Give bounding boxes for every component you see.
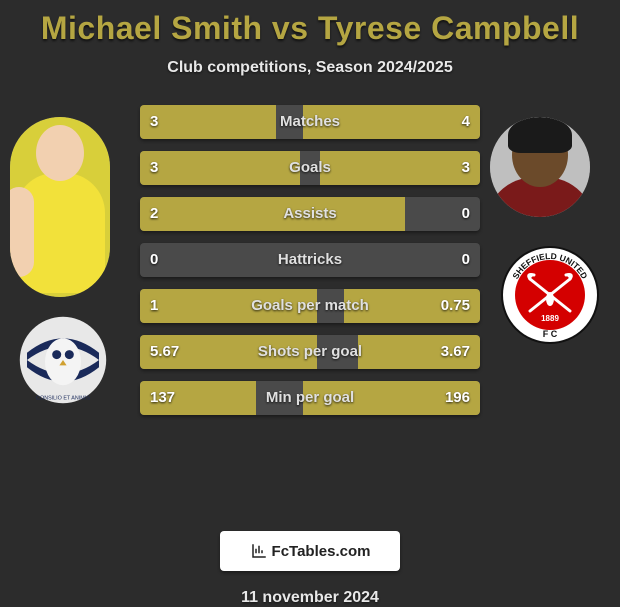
stat-label: Min per goal (140, 381, 480, 415)
comparison-area: CONSILIO ET ANIMIS SHEFFIELD UNITED F C (0, 95, 620, 525)
stat-row: 1 Goals per match 0.75 (140, 289, 480, 323)
stat-row: 3 Goals 3 (140, 151, 480, 185)
stat-value-right: 0.75 (441, 289, 470, 323)
stat-label: Goals per match (140, 289, 480, 323)
page-title: Michael Smith vs Tyrese Campbell (0, 10, 620, 47)
stat-value-right: 0 (462, 243, 470, 277)
club-crest-right: SHEFFIELD UNITED F C 1889 (500, 245, 600, 345)
player-photo-right (490, 117, 590, 217)
club-crest-left: CONSILIO ET ANIMIS (18, 315, 108, 405)
brand-text: FcTables.com (272, 543, 371, 560)
stat-value-right: 0 (462, 197, 470, 231)
stat-label: Shots per goal (140, 335, 480, 369)
stat-row: 137 Min per goal 196 (140, 381, 480, 415)
chart-icon (250, 542, 268, 560)
svg-text:1889: 1889 (541, 314, 559, 323)
stat-row: 5.67 Shots per goal 3.67 (140, 335, 480, 369)
stat-value-right: 3.67 (441, 335, 470, 369)
stat-label: Goals (140, 151, 480, 185)
stat-value-right: 3 (462, 151, 470, 185)
player-photo-left (10, 117, 110, 297)
stat-label: Hattricks (140, 243, 480, 277)
stat-label: Assists (140, 197, 480, 231)
svg-text:F C: F C (543, 329, 558, 339)
brand-badge: FcTables.com (220, 531, 400, 571)
stats-list: 3 Matches 4 3 Goals 3 2 Assists 0 (140, 105, 480, 427)
stat-row: 3 Matches 4 (140, 105, 480, 139)
subtitle: Club competitions, Season 2024/2025 (0, 59, 620, 77)
stat-value-right: 196 (445, 381, 470, 415)
stat-value-right: 4 (462, 105, 470, 139)
stat-label: Matches (140, 105, 480, 139)
date-label: 11 november 2024 (0, 589, 620, 607)
stat-row: 2 Assists 0 (140, 197, 480, 231)
stat-row: 0 Hattricks 0 (140, 243, 480, 277)
svg-text:CONSILIO ET ANIMIS: CONSILIO ET ANIMIS (36, 396, 90, 402)
